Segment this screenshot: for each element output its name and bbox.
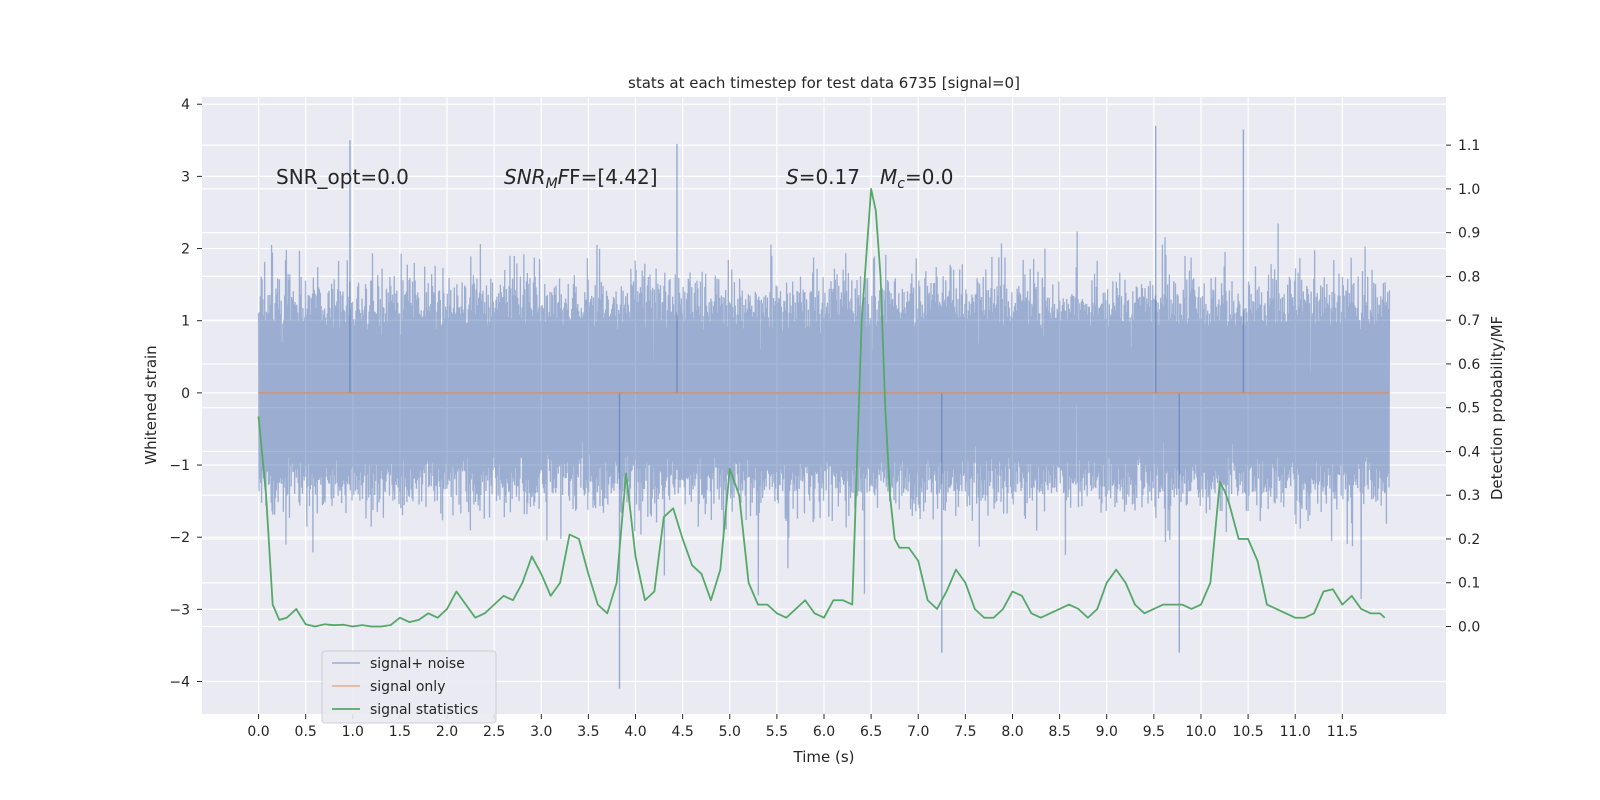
statistics-line (257, 187, 1386, 628)
y-tick-label: −2 (169, 530, 190, 546)
y2-tick-label: 0.1 (1458, 576, 1480, 592)
x-tick-label: 6.5 (860, 724, 882, 740)
y-axis-label: Whitened strain (142, 345, 160, 464)
snr-mf-rest: F=[4.42] (569, 165, 657, 189)
y-tick-label: 3 (181, 169, 190, 185)
x-tick-label: 10.5 (1233, 724, 1264, 740)
y2-tick-label: 0.6 (1458, 357, 1480, 373)
y2-tick-label: 0.0 (1458, 619, 1480, 635)
x-tick-label: 6.0 (813, 724, 835, 740)
s-value: =0.17 (799, 165, 860, 189)
chart-title: stats at each timestep for test data 673… (628, 74, 1020, 92)
x-tick-label: 0.5 (295, 724, 317, 740)
x-tick-label: 8.5 (1048, 724, 1070, 740)
y2-tick-label: 0.4 (1458, 444, 1480, 460)
legend-label-statistics: signal statistics (370, 702, 478, 718)
x-tick-label: 9.5 (1143, 724, 1165, 740)
noise-trace (257, 223, 1391, 599)
x-tick-label: 2.0 (436, 724, 458, 740)
x-tick-label: 3.0 (530, 724, 552, 740)
y-tick-label: 1 (181, 314, 190, 330)
y2-tick-label: 0.3 (1458, 488, 1480, 504)
x-tick-label: 7.5 (954, 724, 976, 740)
y-tick-label: 2 (181, 242, 190, 258)
legend-frame (321, 650, 497, 724)
annotation-snr-opt: SNR_opt=0.0 (276, 165, 409, 189)
y-axis-ticks: 4 3 2 1 0 −1 −2 −3 −4 (169, 97, 202, 691)
x-tick-label: 4.0 (624, 724, 646, 740)
legend-label-signal-only: signal only (370, 679, 445, 695)
mc-value: =0.0 (905, 165, 954, 189)
x-tick-label: 1.5 (389, 724, 411, 740)
snr-mf-sub: M (546, 176, 558, 192)
annotation-snr-mf: SNRMFF=[4.42] (504, 165, 658, 192)
x-tick-label: 1.0 (342, 724, 364, 740)
annotation-s: S=0.17 (786, 165, 860, 189)
y-tick-label: −1 (169, 458, 190, 474)
x-tick-label: 3.5 (577, 724, 599, 740)
x-axis-ticks: 0.0 0.5 1.0 1.5 2.0 2.5 3.0 3.5 4.0 4.5 5.0 5.5 6.0 6… (247, 714, 1358, 740)
y2-tick-label: 1.1 (1458, 138, 1480, 154)
x-tick-label: 0.0 (247, 724, 269, 740)
y2-axis-ticks: 1.1 1.0 0.9 0.8 0.7 0.6 0.5 0.4 0.3 0.2 0.1 0.0 (1446, 138, 1480, 635)
x-tick-label: 10.0 (1185, 724, 1216, 740)
legend-label-noise: signal+ noise (370, 656, 465, 672)
y2-axis-label: Detection probability/MF (1488, 316, 1506, 500)
x-tick-label: 4.5 (672, 724, 694, 740)
y2-tick-label: 0.8 (1458, 269, 1480, 285)
x-tick-label: 5.5 (766, 724, 788, 740)
mc-sub: c (897, 176, 905, 192)
x-tick-label: 5.0 (719, 724, 741, 740)
s-symbol: S (786, 165, 799, 189)
y-tick-label: 4 (181, 97, 190, 113)
signal-statistics-series (257, 187, 1386, 628)
x-axis-label: Time (s) (793, 748, 855, 766)
legend: signal+ noise signal only signal statist… (321, 650, 497, 724)
x-tick-label: 2.5 (483, 724, 505, 740)
snr-mf-main: SNR (504, 165, 546, 189)
y2-tick-label: 0.5 (1458, 401, 1480, 417)
annotation-mc: Mc=0.0 (880, 165, 954, 192)
y2-tick-label: 0.7 (1458, 313, 1480, 329)
y2-tick-label: 0.2 (1458, 532, 1480, 548)
x-tick-label: 7.0 (907, 724, 929, 740)
y-tick-label: −4 (169, 675, 190, 691)
x-tick-label: 8.0 (1001, 724, 1023, 740)
x-tick-label: 11.5 (1327, 724, 1358, 740)
y-tick-label: −3 (169, 602, 190, 618)
y2-tick-label: 0.9 (1458, 226, 1480, 242)
y-tick-label: 0 (181, 386, 190, 402)
y2-tick-label: 1.0 (1458, 182, 1480, 198)
snr-mf-f: F (558, 165, 570, 189)
x-tick-label: 9.0 (1096, 724, 1118, 740)
mc-main: M (880, 165, 897, 189)
x-tick-label: 11.0 (1280, 724, 1311, 740)
